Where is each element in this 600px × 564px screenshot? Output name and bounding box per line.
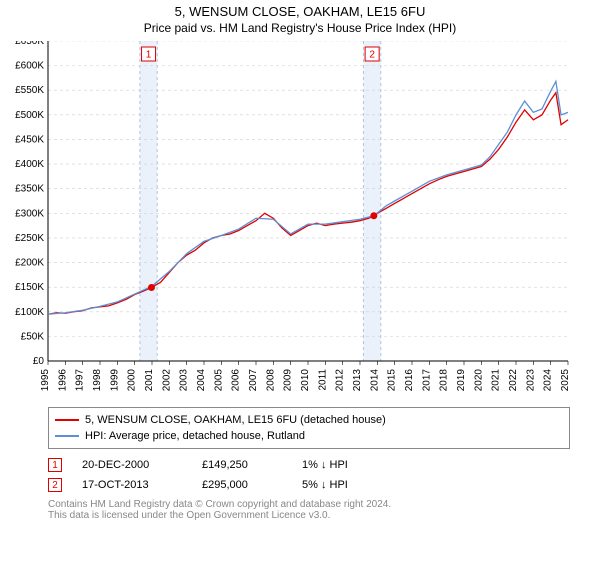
svg-text:2013: 2013 bbox=[352, 369, 363, 392]
legend-item: 5, WENSUM CLOSE, OAKHAM, LE15 6FU (detac… bbox=[55, 412, 563, 428]
footer: Contains HM Land Registry data © Crown c… bbox=[48, 499, 570, 521]
price-chart: £0 £50K £100K £150K £200K £250K £300K £350K £400… bbox=[0, 41, 600, 401]
svg-text:2004: 2004 bbox=[196, 369, 207, 392]
transaction-diff: 5% ↓ HPI bbox=[302, 475, 382, 495]
svg-text:2012: 2012 bbox=[335, 369, 346, 392]
svg-text:2010: 2010 bbox=[300, 369, 311, 392]
svg-text:2006: 2006 bbox=[231, 369, 242, 392]
svg-text:2019: 2019 bbox=[456, 369, 467, 392]
svg-text:£150K: £150K bbox=[15, 282, 44, 293]
svg-text:1999: 1999 bbox=[109, 369, 120, 392]
svg-text:2017: 2017 bbox=[421, 369, 432, 392]
transaction-diff: 1% ↓ HPI bbox=[302, 455, 382, 475]
svg-text:£50K: £50K bbox=[21, 331, 45, 342]
svg-text:2022: 2022 bbox=[508, 369, 519, 392]
footer-line: Contains HM Land Registry data © Crown c… bbox=[48, 499, 570, 510]
svg-text:£600K: £600K bbox=[15, 61, 44, 72]
svg-text:£400K: £400K bbox=[15, 159, 44, 170]
transaction-marker: 2 bbox=[48, 478, 62, 492]
transaction-row: 2 17-OCT-2013 £295,000 5% ↓ HPI bbox=[48, 475, 570, 495]
page-subtitle: Price paid vs. HM Land Registry's House … bbox=[0, 21, 600, 35]
svg-text:£650K: £650K bbox=[15, 41, 44, 47]
svg-text:2009: 2009 bbox=[283, 369, 294, 392]
svg-text:2021: 2021 bbox=[491, 369, 502, 392]
legend-swatch bbox=[55, 419, 79, 421]
transaction-date: 17-OCT-2013 bbox=[82, 475, 182, 495]
svg-text:2008: 2008 bbox=[265, 369, 276, 392]
svg-text:1996: 1996 bbox=[57, 369, 68, 392]
svg-text:2011: 2011 bbox=[317, 369, 328, 391]
svg-text:£100K: £100K bbox=[15, 307, 44, 318]
transaction-date: 20-DEC-2000 bbox=[82, 455, 182, 475]
svg-text:2014: 2014 bbox=[369, 369, 380, 392]
svg-text:2007: 2007 bbox=[248, 369, 259, 392]
transaction-table: 1 20-DEC-2000 £149,250 1% ↓ HPI 2 17-OCT… bbox=[48, 455, 570, 495]
svg-text:£300K: £300K bbox=[15, 208, 44, 219]
svg-text:2020: 2020 bbox=[473, 369, 484, 392]
transaction-row: 1 20-DEC-2000 £149,250 1% ↓ HPI bbox=[48, 455, 570, 475]
legend: 5, WENSUM CLOSE, OAKHAM, LE15 6FU (detac… bbox=[48, 407, 570, 449]
transaction-marker: 1 bbox=[48, 458, 62, 472]
svg-text:£350K: £350K bbox=[15, 184, 44, 195]
page-title: 5, WENSUM CLOSE, OAKHAM, LE15 6FU bbox=[0, 4, 600, 19]
svg-text:2001: 2001 bbox=[144, 369, 155, 392]
svg-text:£0: £0 bbox=[33, 356, 45, 367]
footer-line: This data is licensed under the Open Gov… bbox=[48, 510, 570, 521]
svg-text:2015: 2015 bbox=[387, 369, 398, 392]
svg-text:2003: 2003 bbox=[179, 369, 190, 392]
svg-text:£500K: £500K bbox=[15, 110, 44, 121]
svg-text:£450K: £450K bbox=[15, 134, 44, 145]
svg-text:2016: 2016 bbox=[404, 369, 415, 392]
svg-text:£250K: £250K bbox=[15, 233, 44, 244]
svg-text:2018: 2018 bbox=[439, 369, 450, 392]
legend-label: HPI: Average price, detached house, Rutl… bbox=[85, 428, 305, 444]
svg-text:2: 2 bbox=[369, 50, 375, 61]
svg-text:2024: 2024 bbox=[543, 369, 554, 392]
svg-text:1995: 1995 bbox=[40, 369, 51, 392]
svg-text:2005: 2005 bbox=[213, 369, 224, 392]
svg-text:2000: 2000 bbox=[127, 369, 138, 392]
legend-swatch bbox=[55, 435, 79, 437]
transaction-price: £295,000 bbox=[202, 475, 282, 495]
svg-text:£200K: £200K bbox=[15, 258, 44, 269]
legend-label: 5, WENSUM CLOSE, OAKHAM, LE15 6FU (detac… bbox=[85, 412, 386, 428]
svg-text:1: 1 bbox=[146, 50, 152, 61]
svg-text:2023: 2023 bbox=[525, 369, 536, 392]
svg-text:2025: 2025 bbox=[560, 369, 571, 392]
legend-item: HPI: Average price, detached house, Rutl… bbox=[55, 428, 563, 444]
svg-text:1997: 1997 bbox=[75, 369, 86, 392]
transaction-price: £149,250 bbox=[202, 455, 282, 475]
svg-text:£550K: £550K bbox=[15, 85, 44, 96]
svg-text:1998: 1998 bbox=[92, 369, 103, 392]
svg-text:2002: 2002 bbox=[161, 369, 172, 392]
